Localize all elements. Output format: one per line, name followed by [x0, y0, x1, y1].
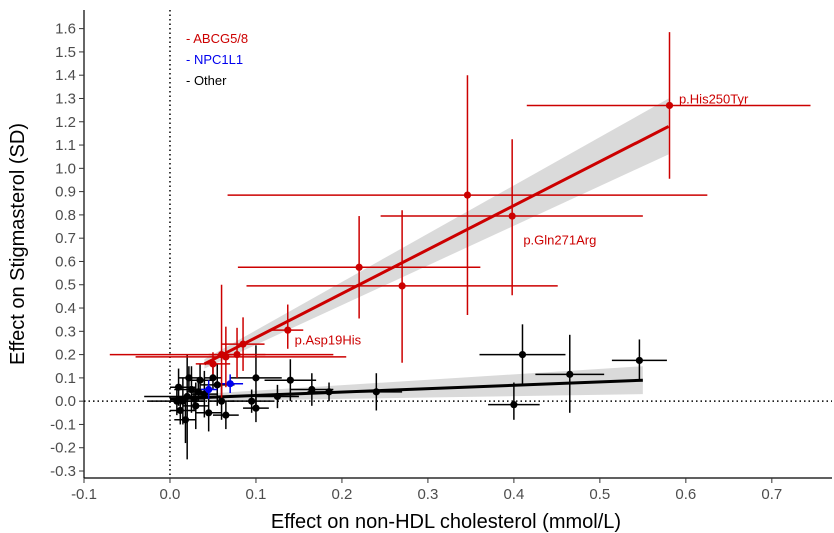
data-point-other	[248, 397, 256, 405]
y-tick-label: -0.1	[50, 416, 76, 433]
data-point-other	[213, 381, 221, 389]
data-point-other	[181, 416, 190, 424]
legend-item: - Other	[186, 73, 227, 88]
y-tick-label: 0.3	[55, 323, 76, 340]
data-point-other	[174, 383, 183, 391]
y-tick-label: 1.4	[55, 67, 76, 84]
y-tick-label: -0.3	[50, 463, 76, 480]
data-point-other	[372, 388, 380, 396]
data-point-other	[510, 401, 518, 409]
data-point-other	[566, 370, 574, 378]
data-point-other	[190, 395, 198, 403]
data-point-other	[192, 402, 200, 410]
y-tick-label: -0.2	[50, 440, 76, 457]
data-point-other	[325, 388, 333, 396]
data-point-npc1l1	[226, 380, 234, 388]
y-tick-label: 0.6	[55, 253, 76, 270]
x-tick-label: 0.6	[675, 486, 696, 503]
data-point-abcg5-8	[209, 360, 217, 368]
y-tick-label: 0.2	[55, 347, 76, 364]
data-point-other	[179, 397, 187, 405]
data-point-other	[194, 388, 202, 396]
data-point-other	[518, 350, 527, 359]
x-tick-label: 0.1	[246, 486, 267, 503]
y-tick-label: 0.1	[55, 370, 76, 387]
data-point-other	[222, 411, 230, 419]
y-tick-label: 1.3	[55, 90, 76, 107]
data-point-other	[196, 376, 204, 384]
legend-item: - ABCG5/8	[186, 31, 248, 46]
y-axis-title: Effect on Stigmasterol (SD)	[7, 123, 29, 365]
y-tick-label: 0.0	[55, 393, 76, 410]
data-point-abcg5-8	[463, 191, 472, 199]
annotation-label: p.Asp19His	[295, 332, 362, 347]
y-tick-label: 0.5	[55, 277, 76, 294]
x-tick-label: 0.7	[761, 486, 782, 503]
data-point-other	[252, 374, 260, 382]
data-point-other	[252, 404, 260, 412]
data-point-abcg5-8	[355, 263, 363, 271]
data-point-other	[183, 392, 191, 401]
data-point-other	[209, 374, 217, 382]
x-tick-label: 0.4	[503, 486, 524, 503]
y-tick-label: 0.8	[55, 207, 76, 224]
annotation-label: p.Gln271Arg	[523, 232, 596, 247]
data-point-other	[173, 397, 181, 405]
data-point-abcg5-8	[665, 101, 674, 110]
data-point-other	[176, 406, 184, 415]
y-tick-label: 0.7	[55, 230, 76, 247]
y-tick-label: 0.9	[55, 184, 76, 201]
x-tick-label: 0.0	[160, 486, 181, 503]
y-tick-label: 1.1	[55, 137, 76, 154]
data-point-other	[286, 376, 294, 384]
x-tick-label: 0.3	[417, 486, 438, 503]
data-point-abcg5-8	[508, 212, 516, 220]
fit-line-abcg5-8	[203, 125, 670, 366]
y-tick-label: 1.2	[55, 114, 76, 131]
y-tick-label: 1.0	[55, 160, 76, 177]
data-point-other	[217, 397, 226, 405]
x-tick-label: 0.5	[589, 486, 610, 503]
data-point-other	[273, 392, 282, 401]
data-point-abcg5-8	[239, 340, 247, 348]
data-point-other	[205, 409, 213, 417]
confidence-band-abcg5-8	[204, 98, 669, 369]
data-point-other	[635, 356, 644, 365]
fit-line-other	[169, 378, 643, 401]
data-point-other	[187, 385, 196, 394]
data-point-abcg5-8	[222, 353, 230, 361]
data-point-abcg5-8	[284, 326, 292, 334]
x-tick-label: -0.1	[71, 486, 97, 503]
y-tick-label: 0.4	[55, 300, 76, 317]
y-tick-label: 1.5	[55, 44, 76, 61]
annotation-label: p.His250Tyr	[679, 91, 749, 106]
data-point-abcg5-8	[398, 282, 406, 290]
legend-item: - NPC1L1	[186, 52, 243, 67]
x-axis-title: Effect on non-HDL cholesterol (mmol/L)	[271, 511, 621, 533]
data-point-abcg5-8	[233, 350, 241, 359]
data-point-other	[200, 390, 208, 398]
data-point-other	[308, 385, 316, 394]
data-point-npc1l1	[205, 385, 213, 394]
y-tick-label: 1.6	[55, 21, 76, 38]
data-point-other	[185, 374, 193, 382]
x-tick-label: 0.2	[332, 486, 353, 503]
